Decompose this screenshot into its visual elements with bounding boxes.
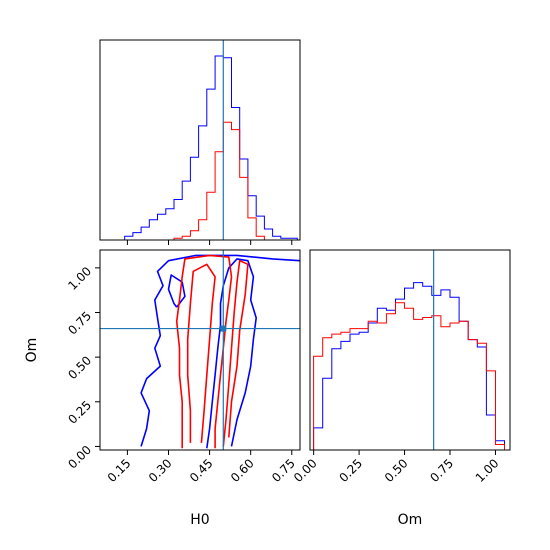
contour-panel: 0.15 0.30 0.45 0.60 0.75 0.00 0.25 0.50 0.75 1.0… <box>65 249 301 485</box>
hist-H0-step-series_b <box>124 121 298 241</box>
histogram-om-panel: 0.00 0.25 0.50 0.75 1.00 <box>291 249 511 485</box>
histogram-h0-series <box>124 55 298 241</box>
hist-Om-xtick-label-2: 0.50 <box>382 456 411 485</box>
hist-Om-step-series_a <box>313 282 505 450</box>
histogram-h0-ticks <box>126 240 293 245</box>
contour-y-ticks: 0.00 0.25 0.50 0.75 1.00 <box>65 264 100 471</box>
x-axis-label-h0: H0 <box>190 512 209 528</box>
hist-Om-xtick-label-0: 0.00 <box>291 456 320 485</box>
histogram-om-ticks: 0.00 0.25 0.50 0.75 1.00 <box>291 450 502 485</box>
histogram-h0-frame <box>99 39 301 241</box>
hist-Om-xtick-label-1: 0.25 <box>336 456 365 485</box>
histogram-om-frame <box>309 249 511 451</box>
contour-ytick-label-0: 0.00 <box>65 443 94 472</box>
contour-xtick-label-3: 0.60 <box>228 456 257 485</box>
contour-line-series_a-2 <box>167 274 186 308</box>
contour-ytick-label-4: 1.00 <box>65 264 94 293</box>
contour-line-series_b-4 <box>186 263 216 443</box>
y-axis-label-om: Om <box>24 338 40 363</box>
contour-xtick-label-2: 0.45 <box>187 456 216 485</box>
contour-line-series_a-1 <box>206 258 258 449</box>
contour-xtick-label-1: 0.30 <box>146 456 175 485</box>
hist-Om-xtick-label-3: 0.75 <box>427 456 456 485</box>
hist-Om-xtick-label-4: 1.00 <box>473 456 502 485</box>
contour-line-series_b-5 <box>222 259 249 447</box>
contour-line-series_b-3 <box>175 254 233 449</box>
contour-xtick-label-4: 0.75 <box>269 456 298 485</box>
histogram-h0-panel <box>99 39 301 245</box>
x-axis-label-om: Om <box>398 512 423 528</box>
contour-series <box>140 254 301 449</box>
contour-ytick-label-1: 0.25 <box>65 398 94 427</box>
contour-ytick-label-3: 0.75 <box>65 309 94 338</box>
hist-Om-step-series_b <box>313 302 505 450</box>
contour-frame <box>99 249 301 451</box>
contour-xtick-label-0: 0.15 <box>105 456 134 485</box>
histogram-om-series <box>313 282 505 450</box>
hist-H0-step-series_a <box>124 55 298 240</box>
contour-line-series_a-0 <box>140 254 301 447</box>
contour-x-ticks: 0.15 0.30 0.45 0.60 0.75 <box>105 450 298 485</box>
contour-ytick-label-2: 0.50 <box>65 353 94 382</box>
